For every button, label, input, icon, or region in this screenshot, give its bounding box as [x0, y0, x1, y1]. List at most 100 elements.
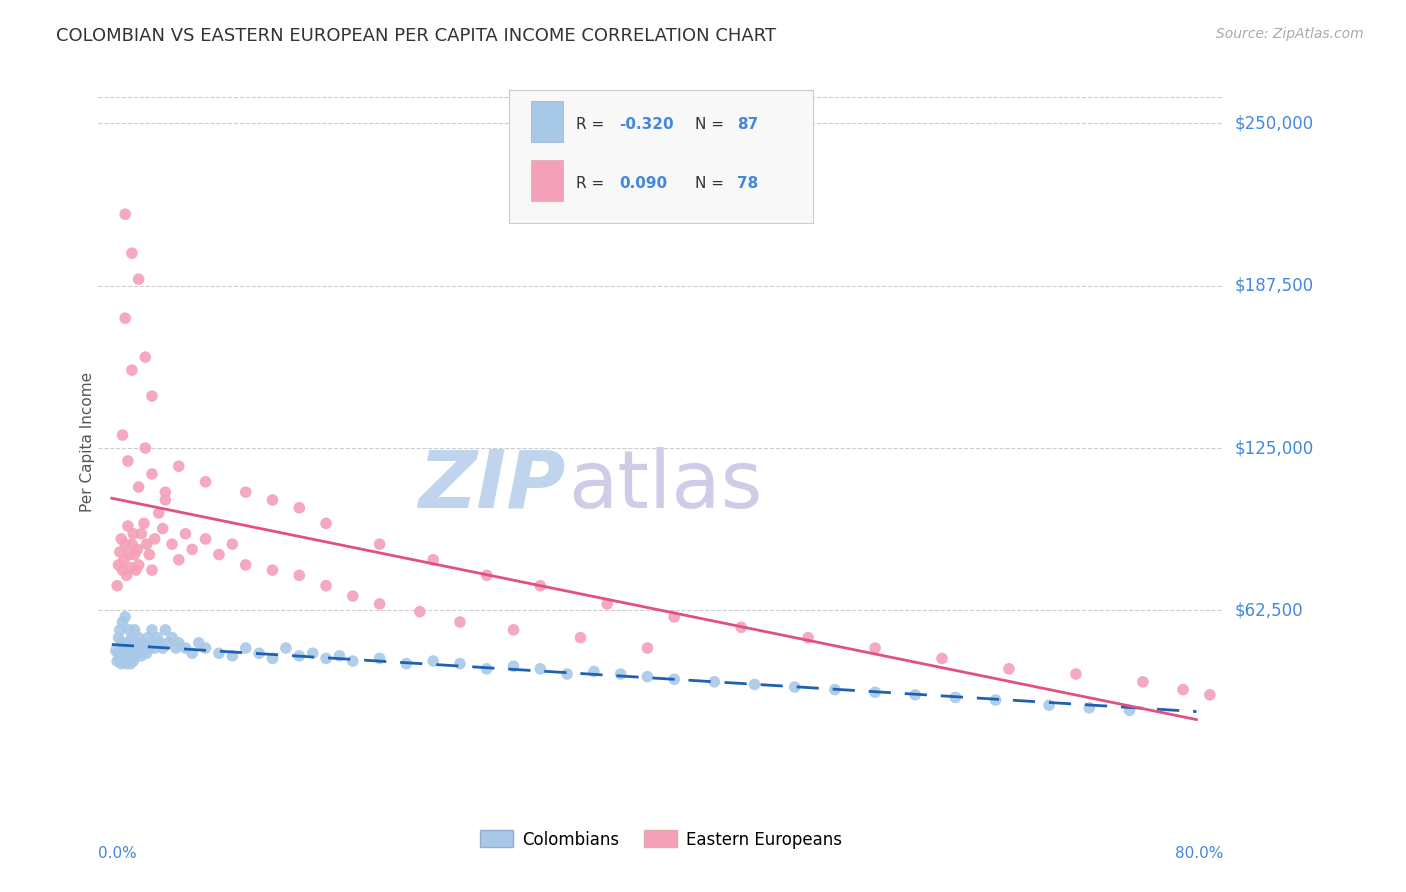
- Point: [664, 610, 686, 624]
- Point: [194, 475, 217, 489]
- Point: [824, 682, 846, 697]
- Point: [555, 667, 578, 681]
- Point: [111, 563, 134, 577]
- Point: [112, 553, 135, 567]
- Text: 78: 78: [737, 177, 759, 192]
- Point: [783, 680, 806, 694]
- Point: [235, 558, 257, 572]
- Point: [115, 657, 138, 671]
- Text: $187,500: $187,500: [1234, 277, 1313, 294]
- Point: [129, 648, 152, 663]
- Point: [221, 537, 243, 551]
- Point: [664, 672, 686, 686]
- Point: [118, 548, 141, 562]
- Point: [167, 636, 190, 650]
- Point: [114, 207, 136, 221]
- Point: [301, 646, 323, 660]
- Point: [121, 246, 143, 260]
- Point: [157, 636, 180, 650]
- Point: [1171, 682, 1194, 697]
- Point: [422, 654, 444, 668]
- Text: 0.090: 0.090: [619, 177, 668, 192]
- Point: [703, 674, 725, 689]
- Text: 80.0%: 80.0%: [1175, 847, 1223, 862]
- Point: [117, 654, 139, 668]
- Point: [342, 589, 364, 603]
- Point: [569, 631, 592, 645]
- Point: [125, 641, 148, 656]
- Point: [235, 641, 257, 656]
- Point: [167, 459, 190, 474]
- Point: [124, 623, 146, 637]
- Point: [127, 646, 149, 660]
- Point: [998, 662, 1021, 676]
- Text: N =: N =: [695, 117, 728, 132]
- Point: [108, 545, 131, 559]
- Point: [142, 636, 165, 650]
- Point: [247, 646, 270, 660]
- Point: [132, 643, 155, 657]
- Point: [315, 651, 337, 665]
- Point: [118, 623, 141, 637]
- Point: [221, 648, 243, 663]
- Point: [165, 641, 187, 656]
- Point: [449, 615, 471, 629]
- Point: [138, 641, 160, 656]
- Point: [122, 526, 145, 541]
- Point: [128, 272, 150, 286]
- Point: [1038, 698, 1060, 713]
- Point: [127, 542, 149, 557]
- Point: [107, 631, 129, 645]
- Point: [174, 526, 197, 541]
- Point: [155, 623, 177, 637]
- Point: [1078, 701, 1101, 715]
- Point: [235, 485, 257, 500]
- Point: [108, 623, 131, 637]
- Point: [122, 654, 145, 668]
- Point: [117, 519, 139, 533]
- Point: [111, 615, 134, 629]
- Point: [114, 537, 136, 551]
- Text: COLOMBIAN VS EASTERN EUROPEAN PER CAPITA INCOME CORRELATION CHART: COLOMBIAN VS EASTERN EUROPEAN PER CAPITA…: [56, 27, 776, 45]
- FancyBboxPatch shape: [509, 90, 813, 223]
- Point: [146, 631, 169, 645]
- Point: [128, 558, 150, 572]
- Point: [141, 623, 163, 637]
- Point: [262, 651, 284, 665]
- Point: [143, 641, 166, 656]
- Text: Source: ZipAtlas.com: Source: ZipAtlas.com: [1216, 27, 1364, 41]
- Point: [128, 480, 150, 494]
- Y-axis label: Per Capita Income: Per Capita Income: [80, 371, 94, 512]
- Point: [152, 522, 174, 536]
- Point: [328, 648, 350, 663]
- Point: [863, 685, 886, 699]
- Point: [155, 485, 177, 500]
- Point: [141, 563, 163, 577]
- Text: R =: R =: [576, 177, 614, 192]
- Point: [121, 648, 143, 663]
- Point: [107, 558, 129, 572]
- Point: [262, 493, 284, 508]
- Point: [120, 641, 142, 656]
- Point: [449, 657, 471, 671]
- Point: [409, 605, 432, 619]
- Point: [475, 568, 498, 582]
- Point: [931, 651, 953, 665]
- Point: [136, 631, 159, 645]
- Point: [160, 631, 183, 645]
- Point: [502, 623, 524, 637]
- Point: [422, 553, 444, 567]
- Point: [529, 579, 551, 593]
- Text: R =: R =: [576, 117, 610, 132]
- Point: [117, 643, 139, 657]
- Text: N =: N =: [695, 177, 728, 192]
- Point: [114, 651, 136, 665]
- Point: [596, 597, 619, 611]
- Bar: [531, 161, 562, 201]
- Point: [134, 350, 156, 364]
- Point: [1064, 667, 1087, 681]
- Text: $62,500: $62,500: [1234, 601, 1303, 619]
- Point: [160, 537, 183, 551]
- Point: [132, 516, 155, 531]
- Legend: Colombians, Eastern Europeans: Colombians, Eastern Europeans: [474, 823, 848, 855]
